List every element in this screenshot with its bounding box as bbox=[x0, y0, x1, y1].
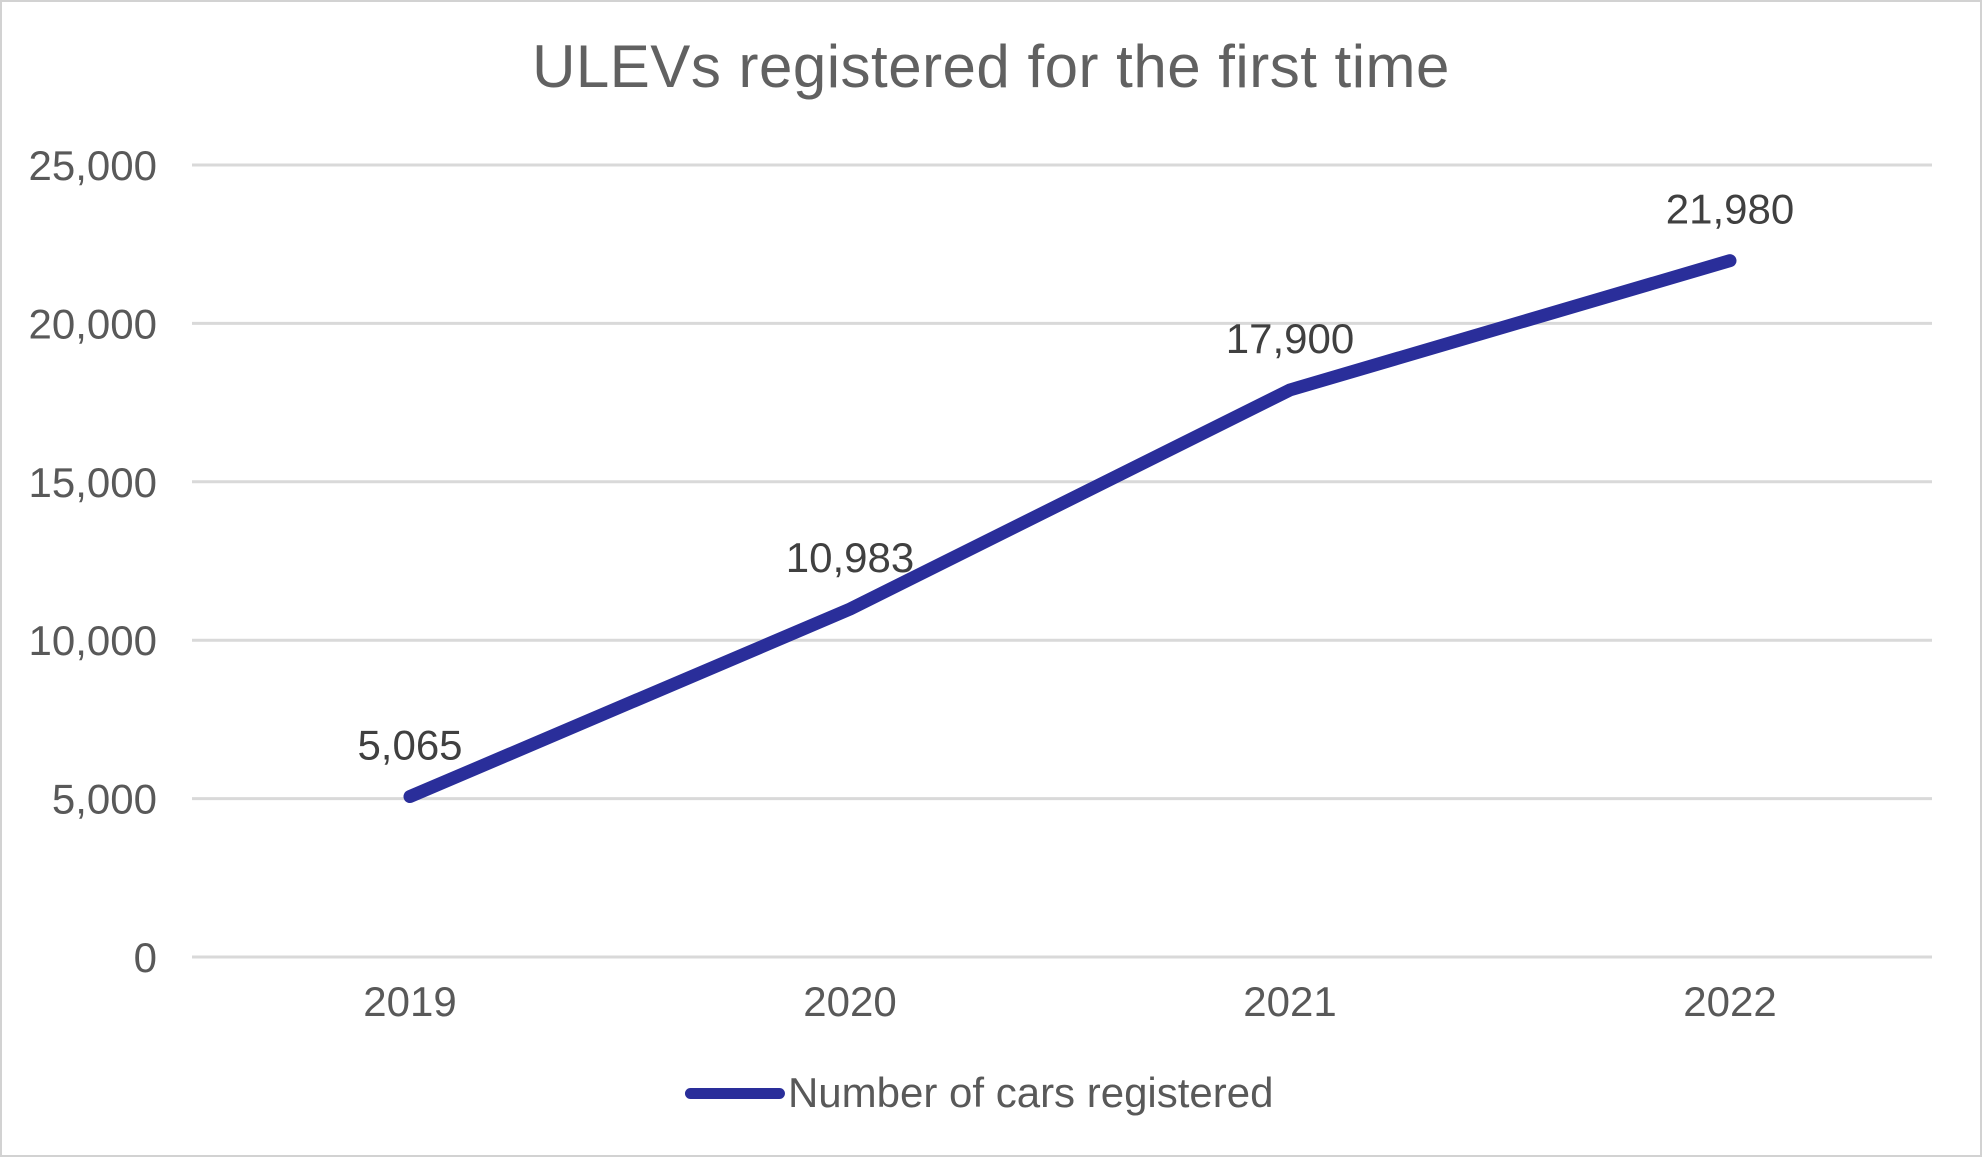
data-line bbox=[403, 254, 1737, 804]
x-axis-tick-label: 2019 bbox=[363, 978, 456, 1025]
y-axis-tick-label: 15,000 bbox=[29, 459, 157, 506]
x-axis-tick-label: 2022 bbox=[1683, 978, 1776, 1025]
x-axis-tick-label: 2020 bbox=[803, 978, 896, 1025]
y-axis-tick-label: 10,000 bbox=[29, 617, 157, 664]
x-axis-tick-label: 2021 bbox=[1243, 978, 1336, 1025]
chart-title: ULEVs registered for the first time bbox=[532, 33, 1450, 100]
data-point-label: 17,900 bbox=[1226, 315, 1354, 362]
legend-series-label: Number of cars registered bbox=[787, 1069, 1274, 1116]
legend: Number of cars registered bbox=[684, 1068, 1274, 1118]
data-point-label: 21,980 bbox=[1666, 186, 1794, 233]
data-point-label: 10,983 bbox=[786, 534, 914, 581]
y-axis-tick-label: 25,000 bbox=[29, 142, 157, 189]
data-point-label: 5,065 bbox=[357, 722, 462, 769]
legend-line-swatch bbox=[684, 1087, 785, 1099]
y-axis-tick-label: 0 bbox=[134, 934, 157, 981]
y-axis-tick-label: 5,000 bbox=[52, 776, 157, 823]
y-axis-tick-label: 20,000 bbox=[29, 300, 157, 347]
